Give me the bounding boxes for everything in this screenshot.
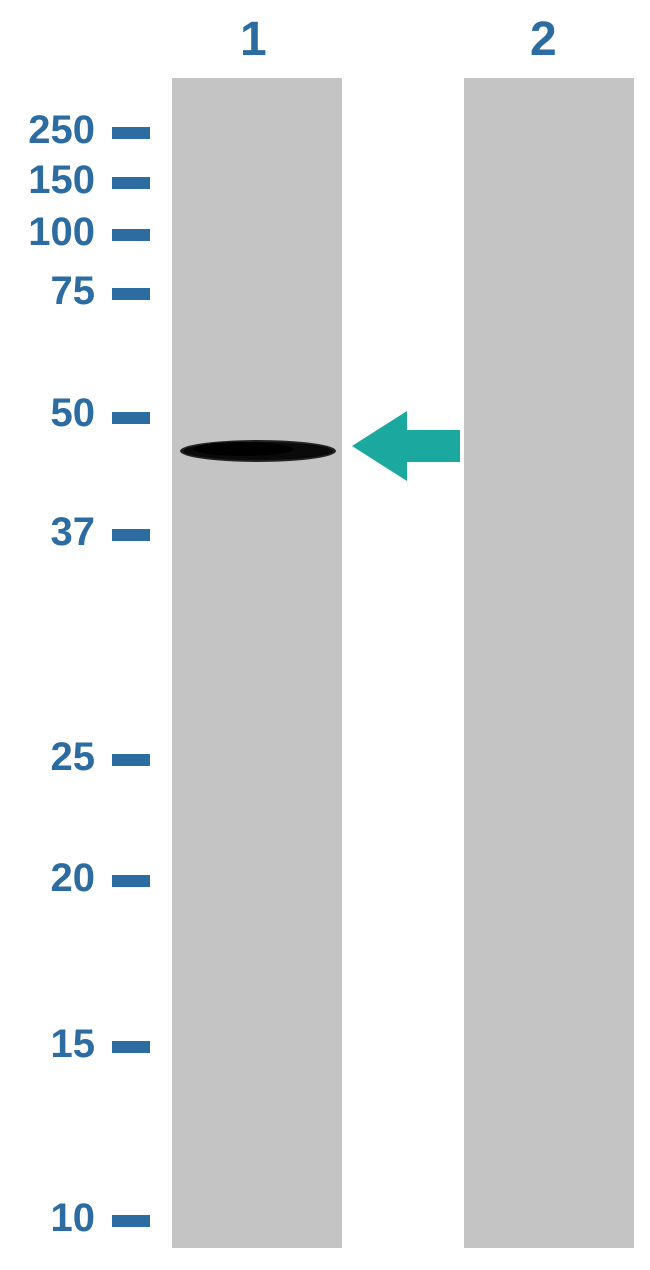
- marker-tick-20: [112, 875, 150, 887]
- lane-header-2: 2: [530, 12, 557, 67]
- marker-label-25: 25: [5, 735, 95, 780]
- lane-1: [172, 78, 342, 1248]
- lane-header-1: 1: [240, 12, 267, 67]
- marker-label-75: 75: [5, 269, 95, 314]
- protein-band-lane1: [178, 436, 338, 466]
- marker-label-20: 20: [5, 856, 95, 901]
- band-arrow: [352, 411, 460, 481]
- marker-label-150: 150: [5, 158, 95, 203]
- marker-label-37: 37: [5, 510, 95, 555]
- marker-label-50: 50: [5, 391, 95, 436]
- lane-2: [464, 78, 634, 1248]
- marker-label-250: 250: [5, 108, 95, 153]
- marker-tick-37: [112, 529, 150, 541]
- marker-tick-10: [112, 1215, 150, 1227]
- marker-label-15: 15: [5, 1022, 95, 1067]
- marker-tick-25: [112, 754, 150, 766]
- marker-label-100: 100: [5, 210, 95, 255]
- marker-tick-250: [112, 127, 150, 139]
- marker-tick-150: [112, 177, 150, 189]
- marker-label-10: 10: [5, 1196, 95, 1241]
- marker-tick-50: [112, 412, 150, 424]
- marker-tick-15: [112, 1041, 150, 1053]
- marker-tick-75: [112, 288, 150, 300]
- marker-tick-100: [112, 229, 150, 241]
